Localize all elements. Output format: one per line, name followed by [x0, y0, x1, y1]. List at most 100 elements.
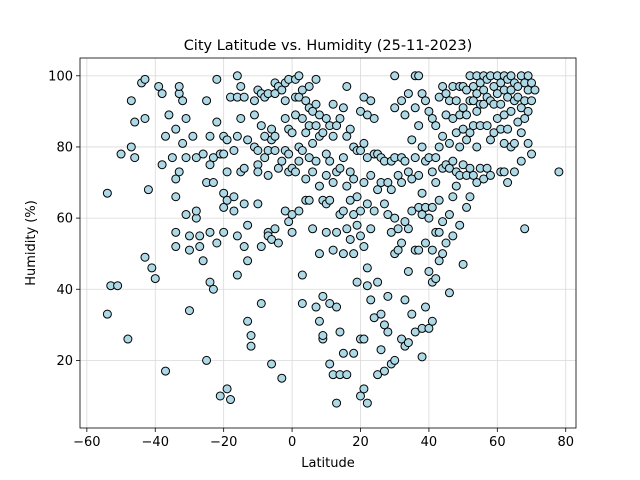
data-point [256, 242, 266, 252]
data-point [527, 78, 537, 88]
data-point [311, 302, 321, 312]
data-point [366, 170, 376, 180]
data-point [328, 178, 338, 188]
data-point [366, 96, 376, 106]
data-point [366, 295, 376, 305]
data-point [342, 370, 352, 380]
data-point [472, 178, 482, 188]
data-point [338, 153, 348, 163]
data-point [249, 96, 259, 106]
data-point [167, 153, 177, 163]
data-point [335, 327, 345, 337]
data-point [280, 113, 290, 123]
data-point [427, 167, 437, 177]
data-point [373, 185, 383, 195]
data-point [277, 156, 287, 166]
data-point [509, 167, 519, 177]
data-point [140, 113, 150, 123]
x-tick-label: 60 [489, 435, 506, 450]
data-point [342, 181, 352, 191]
data-point [161, 366, 171, 376]
data-point [243, 256, 253, 266]
data-point [448, 231, 458, 241]
data-point [171, 124, 181, 134]
data-point [455, 142, 465, 152]
data-point [403, 167, 413, 177]
data-point [239, 242, 249, 252]
data-point [171, 242, 181, 252]
data-point [424, 213, 434, 223]
data-point [297, 146, 307, 155]
x-tick-label: −20 [210, 435, 237, 450]
data-point [164, 110, 174, 120]
data-point [205, 160, 215, 170]
data-point [321, 170, 331, 180]
data-point [434, 256, 444, 266]
data-point [503, 124, 513, 134]
data-point [420, 238, 430, 248]
data-point [267, 234, 277, 244]
data-point [270, 224, 280, 234]
data-point [332, 121, 342, 131]
data-point [308, 138, 318, 148]
data-point [441, 89, 451, 99]
data-point [267, 359, 277, 369]
data-point [424, 266, 434, 276]
data-point [407, 135, 417, 145]
data-point [113, 281, 123, 291]
data-point [410, 103, 420, 113]
data-point [390, 103, 400, 113]
data-point [304, 153, 314, 163]
data-point [400, 295, 410, 305]
data-point [465, 128, 475, 138]
data-point [297, 113, 307, 123]
data-point [362, 398, 372, 408]
data-point [407, 309, 417, 319]
data-point [335, 163, 345, 173]
data-point [376, 345, 386, 355]
data-point [304, 81, 314, 91]
data-point [349, 210, 359, 220]
data-point [465, 163, 475, 173]
data-point [499, 167, 509, 177]
data-point [410, 153, 420, 163]
data-point [116, 149, 126, 159]
data-point [318, 331, 328, 340]
data-point [157, 89, 167, 99]
data-point [226, 395, 236, 405]
data-point [332, 398, 342, 408]
data-point [386, 185, 396, 195]
data-point [294, 156, 304, 166]
data-point [301, 96, 311, 106]
data-point [236, 113, 246, 123]
data-point [393, 170, 403, 180]
data-point [239, 163, 249, 173]
data-point [123, 334, 133, 344]
data-point [294, 71, 304, 81]
data-point [417, 89, 427, 99]
data-point [308, 167, 318, 177]
data-point [362, 263, 372, 273]
data-point [455, 220, 465, 230]
data-point [263, 170, 273, 180]
data-point [229, 206, 239, 216]
data-point [520, 113, 530, 123]
data-point [150, 274, 160, 284]
data-point [253, 167, 263, 177]
data-point [489, 81, 499, 91]
data-point [523, 106, 533, 116]
data-point [253, 146, 263, 155]
data-point [506, 85, 516, 95]
data-point [318, 128, 328, 138]
data-point [277, 373, 287, 383]
data-point [229, 192, 239, 202]
data-point [383, 291, 393, 301]
data-point [277, 85, 287, 95]
data-point [287, 128, 297, 138]
data-point [393, 224, 403, 234]
data-point [328, 245, 338, 255]
data-point [321, 227, 331, 237]
data-point [379, 366, 389, 376]
data-point [509, 138, 519, 148]
